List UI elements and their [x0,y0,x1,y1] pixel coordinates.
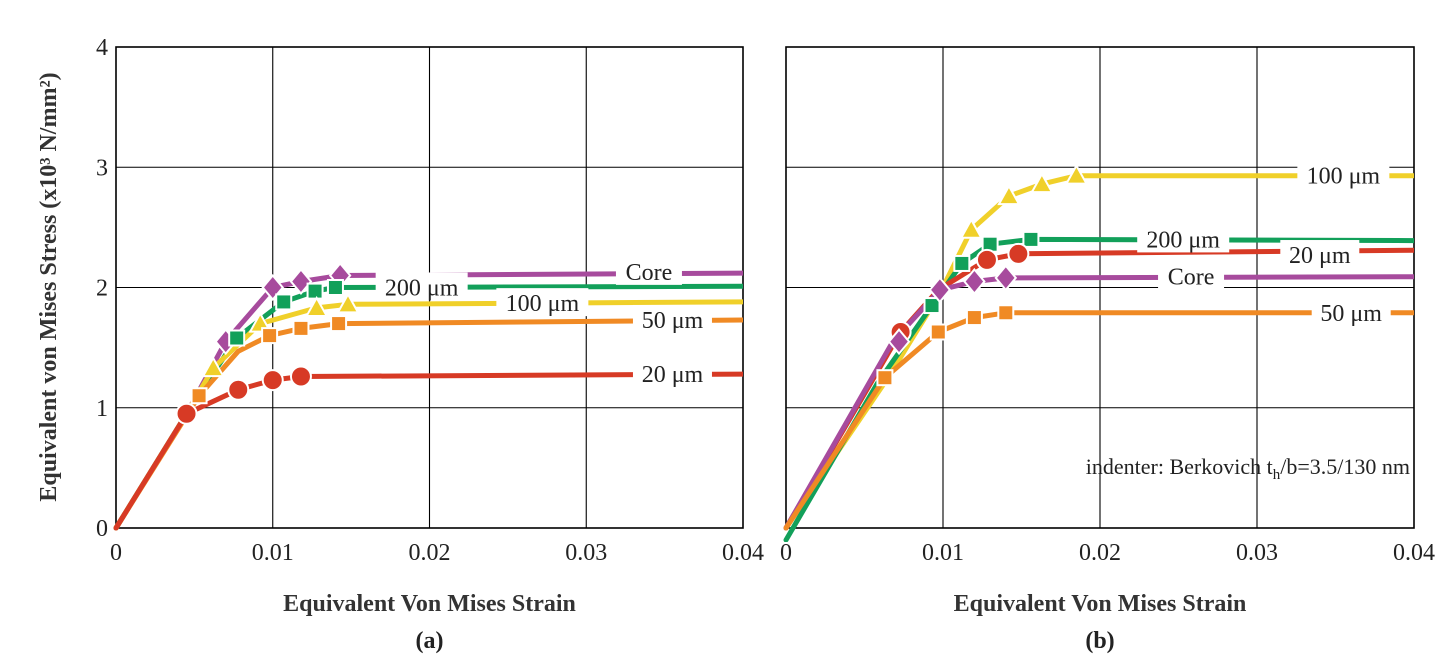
y-tick-label: 4 [96,35,108,61]
data-point-50-m [929,323,947,341]
data-point-100-m [997,184,1021,206]
panel-label: (a) [416,628,444,654]
data-point-200-m [306,282,324,300]
x-tick-label: 0.04 [722,540,764,566]
data-point-200-m [923,297,941,315]
x-tick-label: 0.03 [1236,540,1278,566]
data-point-50-m [965,309,983,327]
data-point-20-m [261,369,284,392]
data-point-20-m [975,248,998,271]
panel-b: 0 0.01 0.02 0.03 0.04 Equivalent Von Mises St… [780,46,1435,654]
indenter-annotation: indenter: Berkovich th/b=3.5/130 nm [1086,454,1410,483]
x-tick-label: 0.04 [1393,540,1435,566]
x-tick-label: 0.02 [409,540,451,566]
y-axis-label: Equivalent von Mises Stress (x10³ N/mm²) [36,72,62,501]
data-point-20-m [1007,242,1030,265]
data-point-100-m [1030,172,1054,194]
series-label-50-m: 50 μm [642,308,704,334]
data-point-50-m [330,315,348,333]
x-axis-label: Equivalent Von Mises Strain [283,591,576,617]
data-point-50-m [876,369,894,387]
series-line-50-m [783,310,1414,531]
x-tick-label: 0 [110,540,122,566]
series-label-core: Core [626,260,673,286]
data-point-20-m [227,378,250,401]
x-tick-label: 0.01 [922,540,964,566]
data-point-core [289,267,313,296]
data-point-100-m [304,295,329,317]
x-tick-label: 0 [780,540,792,566]
panel-label: (b) [1085,628,1114,654]
series-label-bg [615,256,682,285]
data-point-50-m [997,304,1015,322]
x-axis-label: Equivalent Von Mises Strain [954,591,1247,617]
data-point-core [963,267,986,296]
series-line-core [783,274,1414,531]
series-label-bg [375,272,468,301]
series-label-200-m: 200 μm [385,276,459,302]
series-label-bg [1311,297,1391,326]
data-point-core [887,328,911,356]
series-label-bg [1158,261,1225,290]
data-point-100-m [248,311,272,333]
series-label-100-m: 100 μm [506,291,580,317]
data-point-100-m [336,292,360,314]
annotation-main: indenter: Berkovich t [1086,454,1273,479]
data-point-50-m [261,327,279,345]
markers-layer [876,163,1089,387]
data-point-50-m [292,319,310,337]
y-tick-label: 2 [96,276,108,302]
annotation-subscript: h [1273,467,1281,483]
x-tick-label: 0.01 [252,540,294,566]
series-label-bg [1297,160,1390,189]
data-point-core [928,276,952,304]
data-point-200-m [228,329,246,347]
annotation-tail: /b=3.5/130 nm [1280,454,1410,479]
x-tick-label: 0.02 [1079,540,1121,566]
data-point-200-m [275,293,293,311]
series-label-100-m: 100 μm [1307,164,1381,190]
y-tick-label: 1 [96,396,108,422]
labels-layer: Core 200 μm 100 μm 50 μm 20 μm [375,256,712,388]
series-line-20-m [113,371,743,531]
series-label-20-m: 20 μm [642,362,704,388]
y-tick-label: 3 [96,155,108,181]
markers-layer [175,261,360,425]
series-label-20-m: 20 μm [1289,243,1351,269]
data-point-100-m [201,356,225,378]
data-point-200-m [326,279,344,296]
data-point-200-m [953,254,971,272]
panel-a: 0 0.01 0.02 0.03 0.04 0 1 2 3 4 Equivalent Von Mis… [96,35,764,654]
series-label-bg [496,288,589,317]
series-label-50-m: 50 μm [1320,301,1382,327]
series-label-200-m: 200 μm [1146,227,1220,253]
series-label-core: Core [1168,265,1215,291]
series-label-bg [1137,224,1230,253]
data-point-20-m [175,402,198,425]
data-point-100-m [959,217,983,239]
series-label-bg [632,304,712,333]
data-point-50-m [190,387,208,405]
data-point-core [994,264,1018,292]
x-tick-label: 0.03 [565,540,607,566]
data-point-100-m [1064,163,1089,185]
series-label-bg [1280,240,1360,269]
series-label-bg [632,359,712,388]
labels-layer: 100 μm 200 μm 20 μm Core 50 μm [1137,160,1391,327]
data-point-20-m [289,365,312,388]
data-point-200-m [1022,230,1040,248]
y-tick-label: 0 [96,516,108,542]
